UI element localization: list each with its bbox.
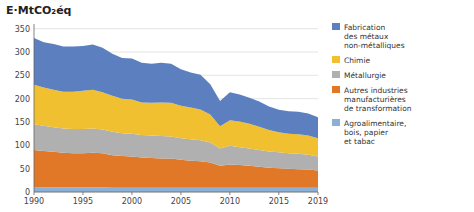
legend: Fabricationdes métauxnon-métalliques Chim… <box>332 23 412 146</box>
legend-label: Métallurgie <box>344 71 386 80</box>
y-tick-label: 150 <box>15 118 30 127</box>
legend-swatch <box>332 119 340 126</box>
x-tick <box>180 192 181 195</box>
legend-swatch <box>332 71 340 78</box>
x-tick-label: 2005 <box>171 197 191 206</box>
legend-swatch <box>332 56 340 63</box>
y-tick-label: 350 <box>15 25 30 34</box>
y-tick-label: 200 <box>15 95 30 104</box>
y-tick-label: 0 <box>25 188 30 197</box>
grid-line <box>34 192 318 193</box>
legend-label: Chimie <box>344 56 370 65</box>
x-tick <box>131 192 132 195</box>
legend-label: Autres industriesmanufacturièresde trans… <box>344 86 412 113</box>
x-tick-label: 2015 <box>269 197 289 206</box>
legend-swatch <box>332 23 340 30</box>
x-tick <box>229 192 230 195</box>
x-tick <box>82 192 83 195</box>
axes: 1990 1995 2000 2005 2010 2015 2019 <box>24 24 328 206</box>
x-tick <box>318 192 319 195</box>
y-axis: 0 50 100 150 200 250 300 350 <box>15 25 318 197</box>
y-tick-label: 50 <box>20 165 30 174</box>
x-tick-label: 1995 <box>73 197 93 206</box>
x-tick-label: 2010 <box>220 197 240 206</box>
area <box>34 38 318 138</box>
y-tick-label: 100 <box>15 141 30 150</box>
legend-swatch <box>332 86 340 93</box>
y-axis-line <box>34 24 35 192</box>
x-tick-label: 1990 <box>24 197 44 206</box>
area <box>34 187 318 192</box>
grid-line <box>34 28 318 29</box>
title: E·MtCO₂éq <box>6 4 71 17</box>
chart: E·MtCO₂éq 0 50 100 150 200 250 300 350 1990 1995 20… <box>0 0 474 212</box>
x-tick <box>278 192 279 195</box>
x-tick-label: 2019 <box>308 197 328 206</box>
x-tick-label: 2000 <box>122 197 142 206</box>
y-tick-label: 250 <box>15 71 30 80</box>
legend-label: Agroalimentaire,bois, papieret tabac <box>344 119 406 146</box>
x-tick <box>34 192 35 195</box>
y-tick-label: 300 <box>15 48 30 57</box>
x-axis-line <box>34 192 318 193</box>
legend-label: Fabricationdes métauxnon-métalliques <box>344 23 405 50</box>
areas <box>34 38 318 192</box>
